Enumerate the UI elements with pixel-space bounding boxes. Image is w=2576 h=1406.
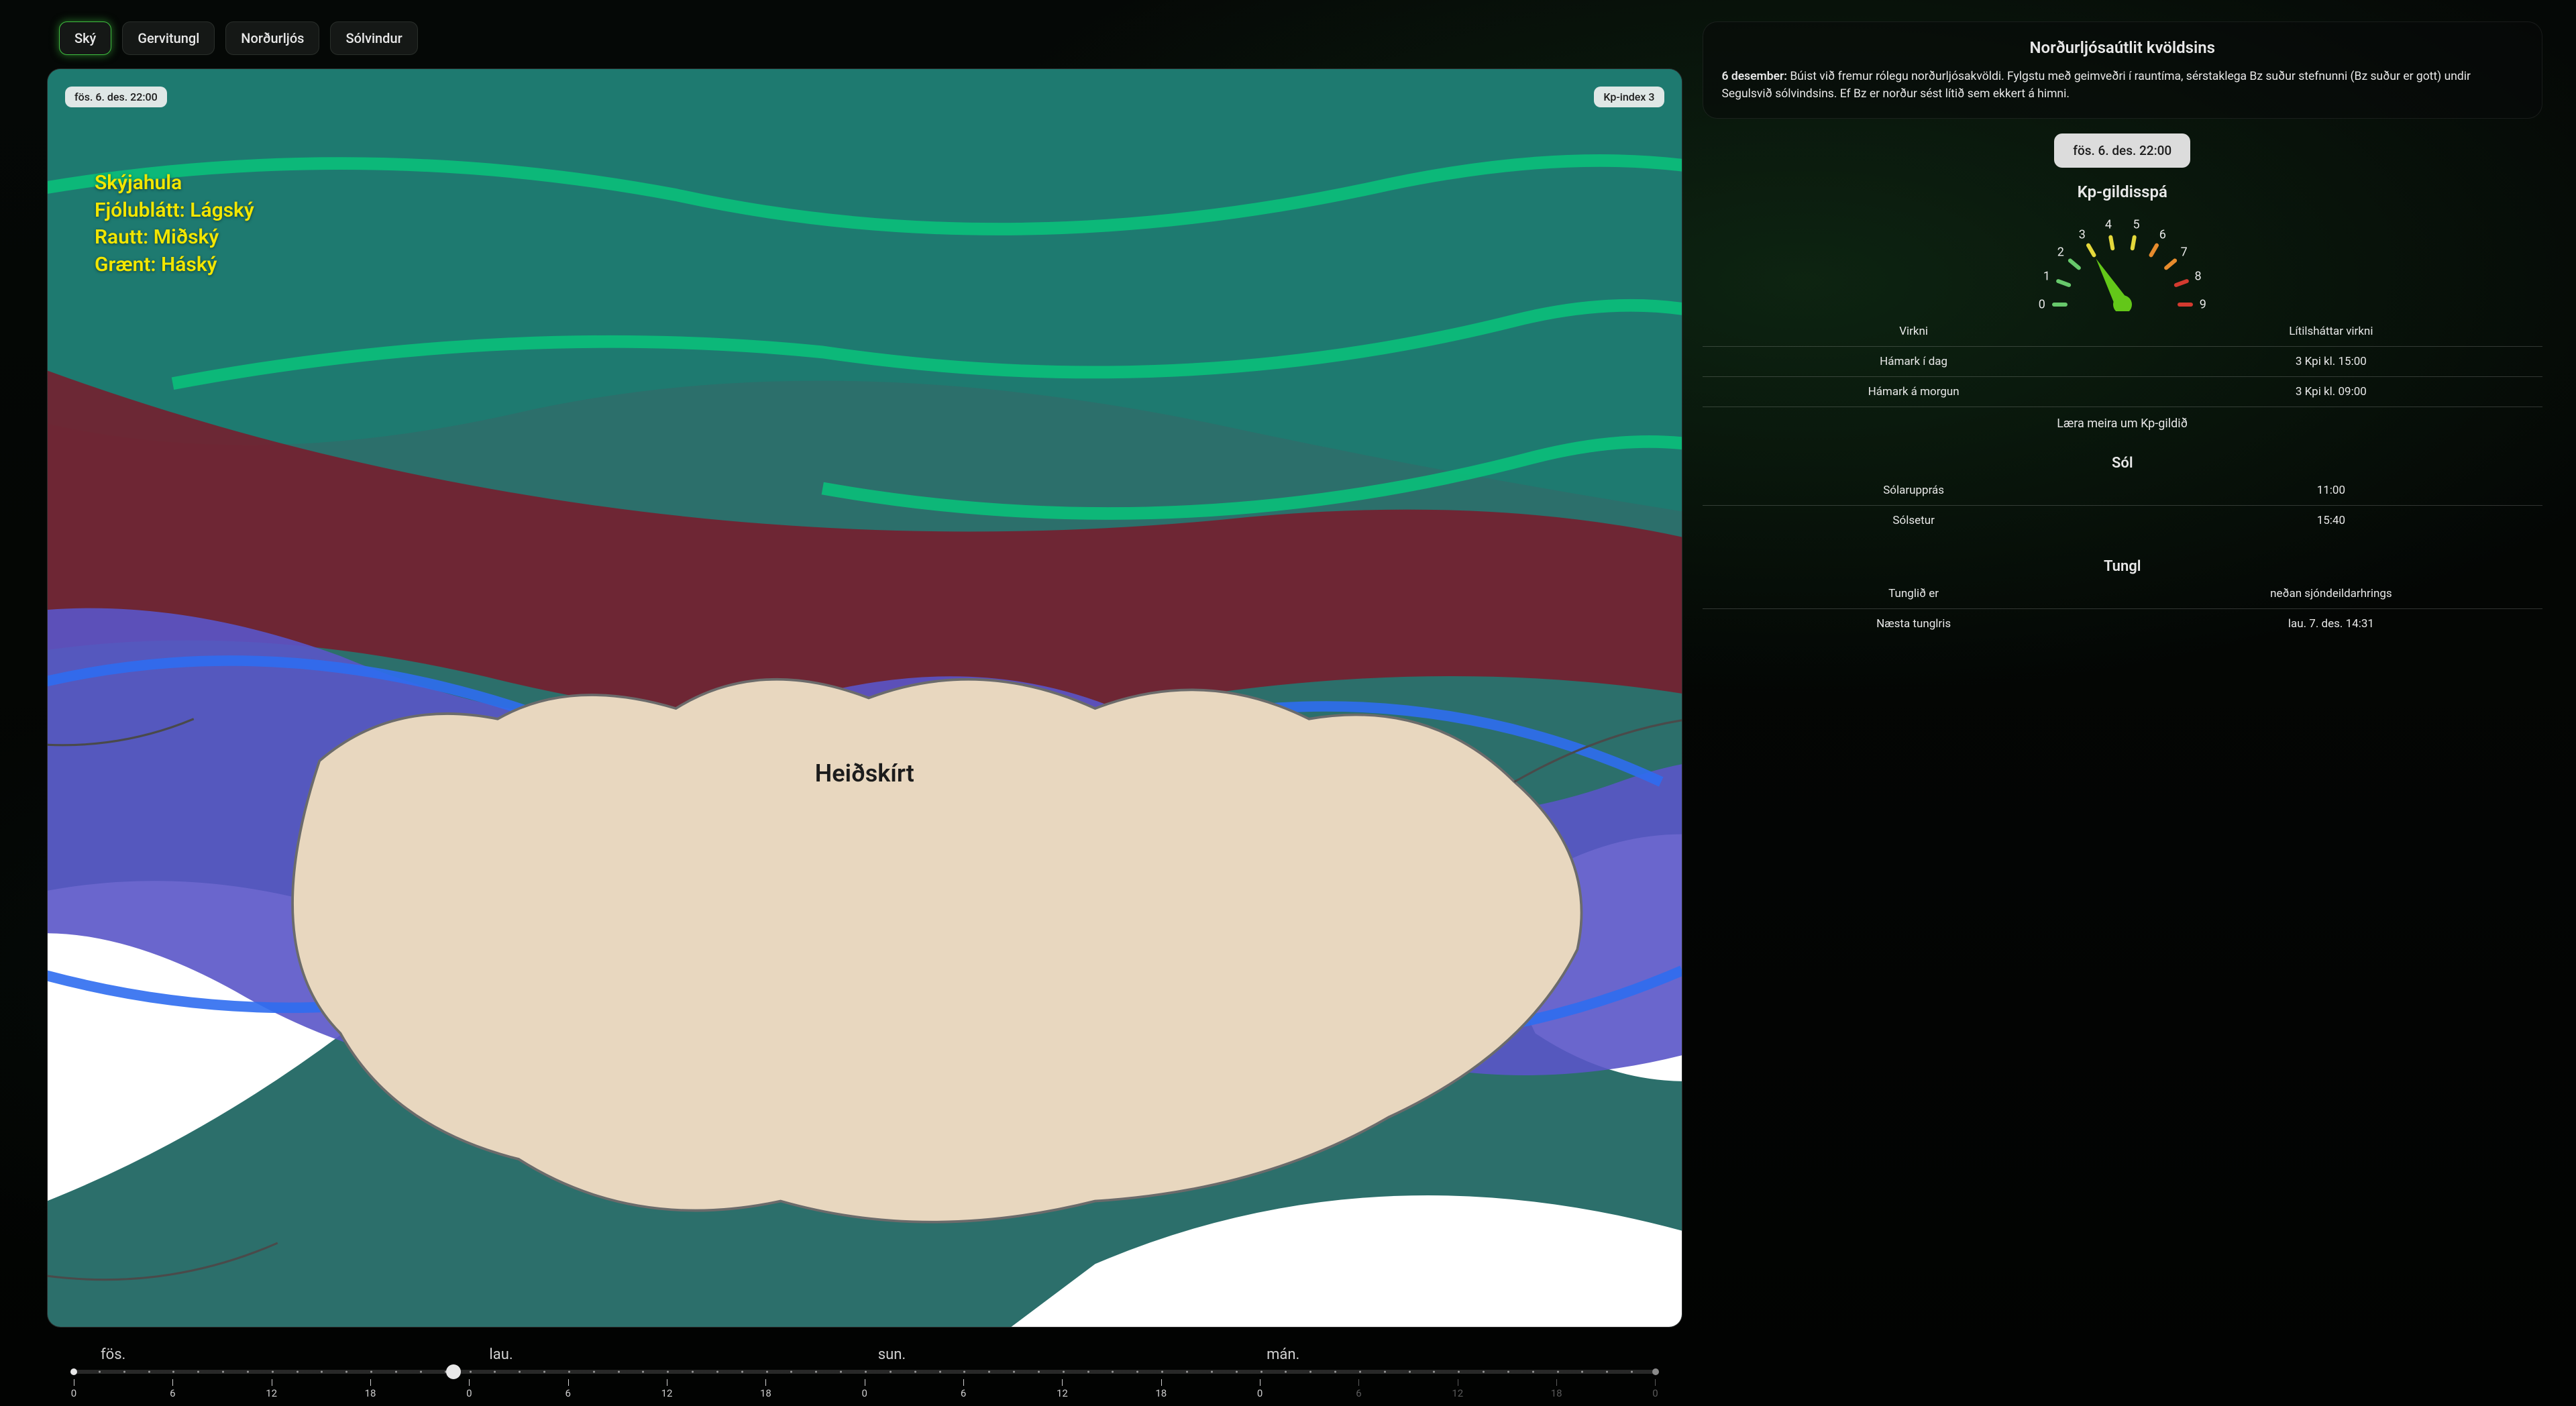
- gauge-tick-label: 3: [2079, 227, 2086, 241]
- map-svg: [48, 69, 1682, 1327]
- gauge-tick-label: 2: [2057, 246, 2064, 260]
- kp-row: Hámark í dag 3 Kpi kl. 15:00: [1703, 346, 2543, 376]
- slider-thumb[interactable]: [446, 1364, 461, 1379]
- kp-row-value: 3 Kpi kl. 15:00: [2123, 355, 2540, 368]
- day-label: lau.: [489, 1346, 877, 1363]
- kp-row-value: Lítilsháttar virkni: [2123, 325, 2540, 338]
- forecast-title: Norðurljósaútlit kvöldsins: [1722, 38, 2524, 57]
- kp-section: Kp-gildisspá 0 12 3 4 5 6 78 9 Virkni Lítilshát…: [1703, 182, 2543, 432]
- tab-solarwind[interactable]: Sólvindur: [330, 21, 417, 55]
- kp-title: Kp-gildisspá: [1703, 182, 2543, 201]
- legend-title: Skýjahula: [95, 170, 254, 197]
- gauge-tick-label: 1: [2043, 270, 2050, 284]
- sun-row-value: 15:40: [2123, 514, 2540, 527]
- slider-track[interactable]: [74, 1370, 1656, 1374]
- map-kp-badge: Kp-index 3: [1594, 87, 1664, 107]
- legend-low: Fjólublátt: Lágský: [95, 197, 254, 225]
- kp-row: Virkni Lítilsháttar virkni: [1703, 317, 2543, 346]
- moon-title: Tungl: [1703, 558, 2543, 575]
- forecast-text: 6 desember: Búist við fremur rólegu norð…: [1722, 68, 2524, 103]
- gauge-tick-label: 8: [2194, 270, 2201, 284]
- sun-title: Sól: [1703, 455, 2543, 472]
- moon-row: Næsta tunglris lau. 7. des. 14:31: [1703, 608, 2543, 639]
- forecast-panel: Norðurljósaútlit kvöldsins 6 desember: B…: [1703, 21, 2543, 119]
- gauge-tick-label: 4: [2105, 218, 2112, 232]
- time-slider: fös. lau. sun. mán. 06121806121806121806…: [47, 1346, 1682, 1406]
- cloud-map[interactable]: fös. 6. des. 22:00 Kp-index 3 Skýjahula …: [47, 68, 1682, 1328]
- kp-row-label: Virkni: [1705, 325, 2123, 338]
- sun-row: Sólsetur 15:40: [1703, 505, 2543, 535]
- selected-time-chip[interactable]: fös. 6. des. 22:00: [2054, 133, 2190, 168]
- gauge-tick-label: 0: [2039, 297, 2045, 311]
- gauge-tick-label: 6: [2159, 227, 2166, 241]
- tabs: Ský Gervitungl Norðurljós Sólvindur: [59, 21, 1682, 55]
- sun-row-label: Sólarupprás: [1705, 484, 2123, 497]
- right-column: Norðurljósaútlit kvöldsins 6 desember: B…: [1703, 21, 2563, 1406]
- tab-aurora[interactable]: Norðurljós: [225, 21, 319, 55]
- kp-row-label: Hámark á morgun: [1705, 385, 2123, 398]
- kp-row-label: Hámark í dag: [1705, 355, 2123, 368]
- left-column: Ský Gervitungl Norðurljós Sólvindur: [47, 21, 1682, 1406]
- kp-learn-link[interactable]: Læra meira um Kp-gildið: [1703, 407, 2543, 432]
- slider-hour-labels: 0612180612180612180612180: [74, 1379, 1656, 1399]
- day-label: mán.: [1267, 1346, 1655, 1363]
- forecast-date: 6 desember:: [1722, 70, 1788, 83]
- slider-day-labels: fös. lau. sun. mán.: [101, 1346, 1656, 1363]
- map-time-badge: fös. 6. des. 22:00: [65, 87, 167, 107]
- legend-mid: Rautt: Miðský: [95, 224, 254, 252]
- gauge-tick-label: 9: [2200, 297, 2206, 311]
- tab-sky[interactable]: Ský: [59, 21, 111, 55]
- sun-row: Sólarupprás 11:00: [1703, 476, 2543, 505]
- moon-row-label: Tunglið er: [1705, 587, 2123, 600]
- gauge-tick-label: 5: [2133, 218, 2140, 232]
- moon-row-value: neðan sjóndeildarhrings: [2123, 587, 2540, 600]
- day-label: fös.: [101, 1346, 489, 1363]
- kp-row: Hámark á morgun 3 Kpi kl. 09:00: [1703, 376, 2543, 407]
- cloud-legend: Skýjahula Fjólublátt: Lágský Rautt: Miðs…: [95, 170, 254, 278]
- day-label: sun.: [878, 1346, 1267, 1363]
- moon-row-value: lau. 7. des. 14:31: [2123, 617, 2540, 631]
- legend-high: Grænt: Háský: [95, 252, 254, 279]
- moon-row-label: Næsta tunglris: [1705, 617, 2123, 631]
- gauge-tick-label: 7: [2181, 246, 2188, 260]
- sun-row-label: Sólsetur: [1705, 514, 2123, 527]
- kp-row-value: 3 Kpi kl. 09:00: [2123, 385, 2540, 398]
- tab-satellite[interactable]: Gervitungl: [122, 21, 215, 55]
- kp-rows: Virkni Lítilsháttar virkni Hámark í dag …: [1703, 317, 2543, 432]
- map-clear-label: Heiðskírt: [815, 759, 914, 788]
- kp-gauge: 0 12 3 4 5 6 78 9: [2022, 204, 2223, 311]
- forecast-body: Búist við fremur rólegu norðurljósakvöld…: [1722, 70, 2471, 101]
- app-root: Ský Gervitungl Norðurljós Sólvindur: [0, 0, 2576, 1406]
- moon-section: Tungl Tunglið er neðan sjóndeildarhrings…: [1703, 550, 2543, 639]
- sun-row-value: 11:00: [2123, 484, 2540, 497]
- moon-row: Tunglið er neðan sjóndeildarhrings: [1703, 579, 2543, 608]
- sun-section: Sól Sólarupprás 11:00 Sólsetur 15:40: [1703, 447, 2543, 535]
